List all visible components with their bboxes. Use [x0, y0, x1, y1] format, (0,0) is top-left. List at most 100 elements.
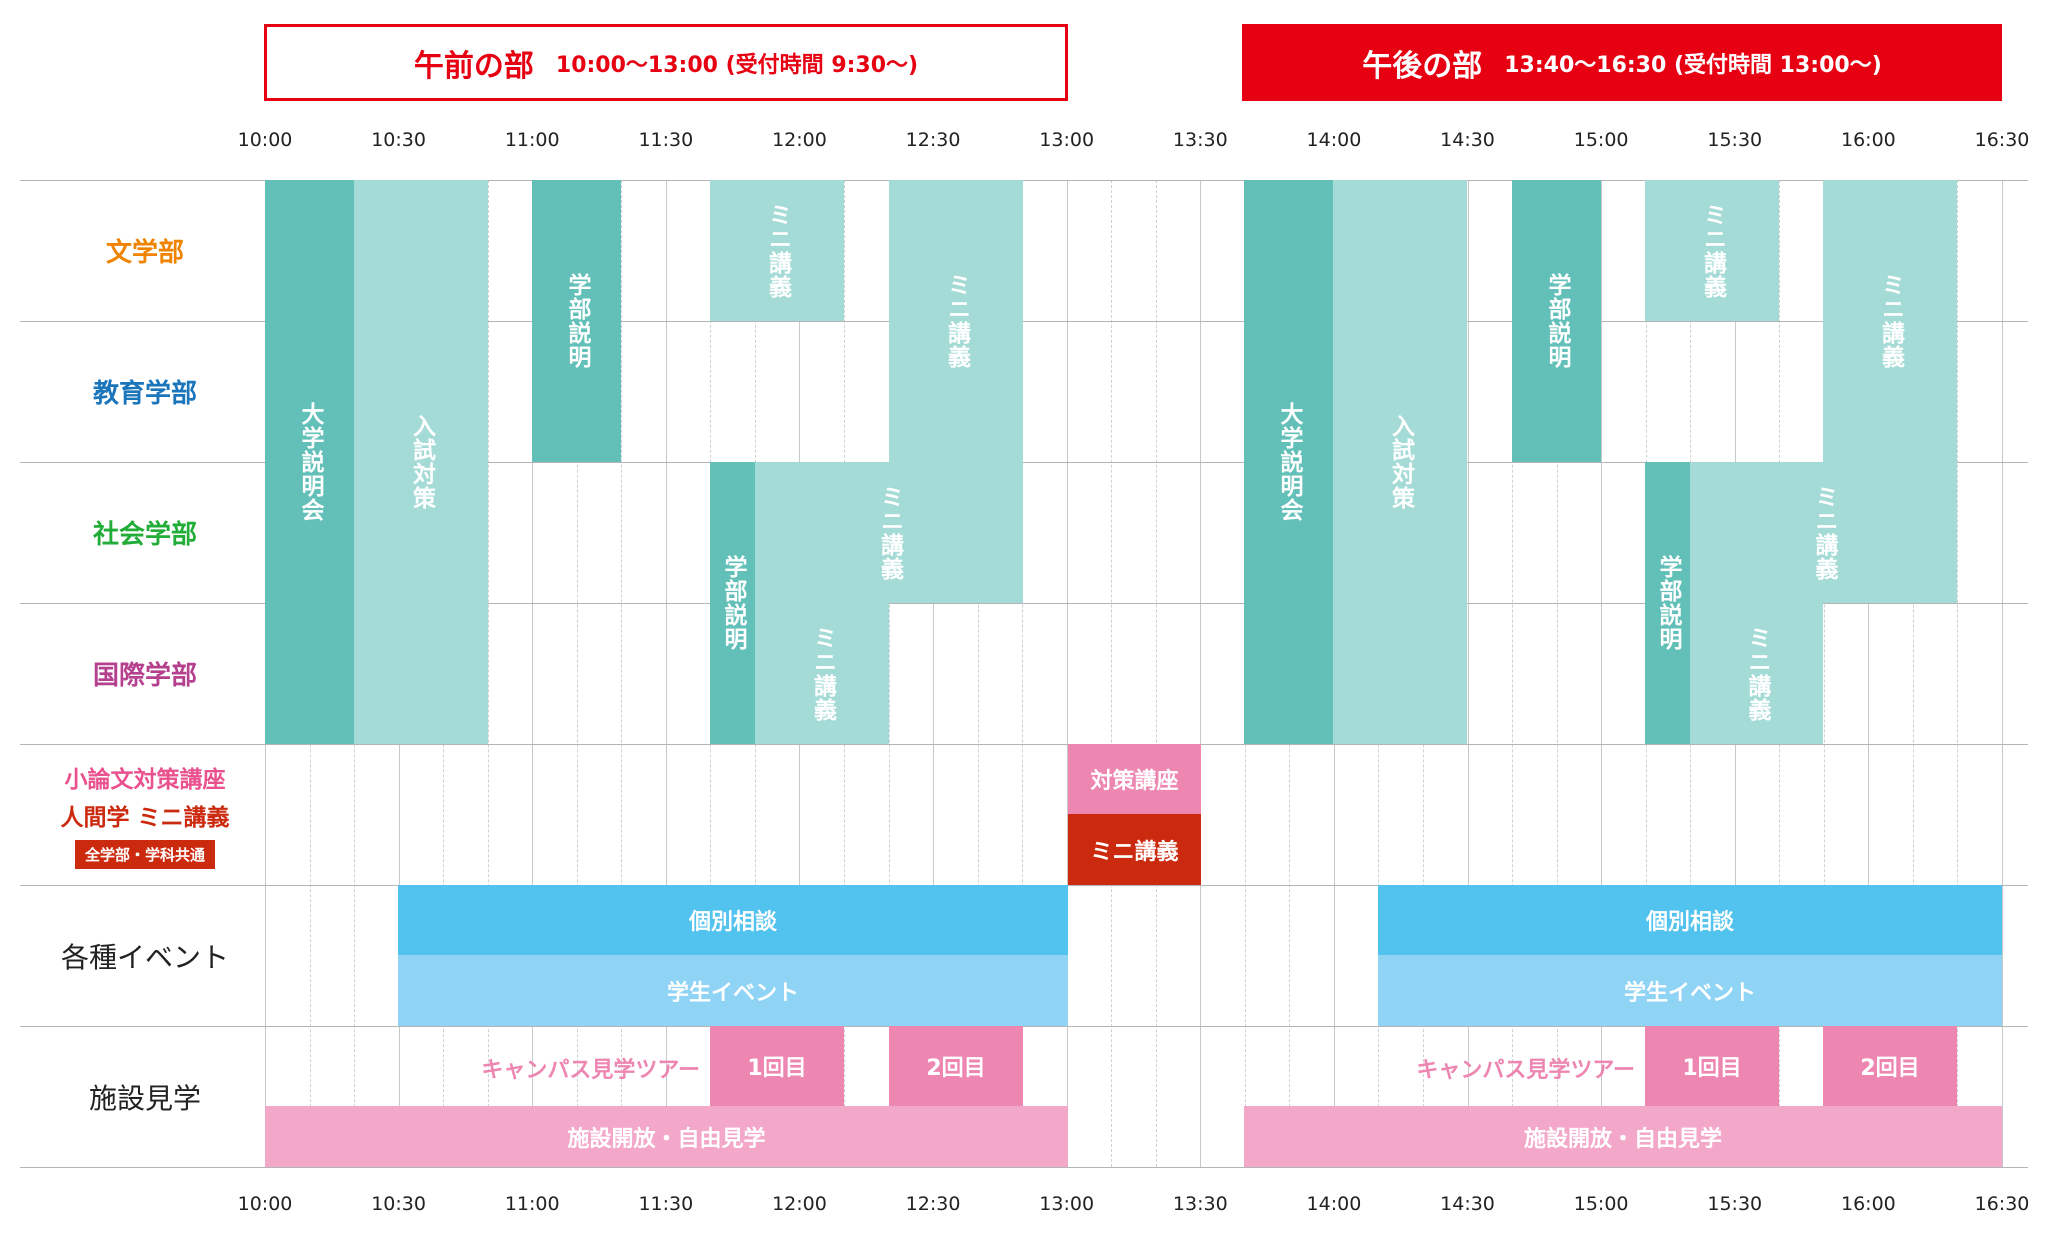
time-tick-label: 15:30: [1707, 129, 1763, 151]
row-label-kyoiku: 教育学部: [20, 321, 270, 462]
block-gakusei-event-am: 学生イベント: [398, 955, 1068, 1026]
time-tick-label: 13:30: [1172, 129, 1228, 151]
block-label: 学部説明: [1655, 555, 1681, 651]
block-mini-kogi-pm-3: ミニ講義: [1690, 462, 1957, 603]
grid-line-major: [1066, 180, 1068, 1167]
row-separator: [20, 744, 2028, 745]
time-tick-label: 11:00: [504, 1193, 560, 1215]
time-tick-label: 13:00: [1039, 129, 1095, 151]
row-label-facility-text: 施設見学: [88, 1081, 201, 1115]
block-gakubu-setsumei-am-2: 学部説明: [710, 462, 755, 744]
row-separator: [20, 1167, 2028, 1168]
time-tick-label: 10:30: [371, 1193, 426, 1215]
morning-session-header: 午前の部 10:00〜13:00 (受付時間 9:30〜): [264, 24, 1068, 101]
time-tick-label: 16:30: [1974, 129, 2030, 151]
block-label: 学部説明: [1544, 273, 1570, 369]
afternoon-session-title: 午後の部: [1362, 48, 1483, 84]
afternoon-session-time: 13:40〜16:30 (受付時間 13:00〜): [1504, 52, 1882, 78]
block-gakubu-setsumei-am-1: 学部説明: [532, 180, 621, 462]
grid-line-minor: [621, 180, 623, 1167]
block-label: ミニ講義: [764, 202, 791, 299]
block-mini-kogi-am-4: ミニ講義: [755, 603, 889, 744]
block-mini-kogi-lunch: ミニ講義: [1068, 814, 1201, 885]
block-label: ミニ講義: [876, 484, 903, 581]
row-label-kokusai-text: 国際学部: [92, 661, 197, 691]
time-tick-label: 14:00: [1306, 1193, 1362, 1215]
time-tick-label: 14:30: [1440, 1193, 1495, 1215]
grid-line-major: [2002, 180, 2003, 1167]
afternoon-session-header: 午後の部 13:40〜16:30 (受付時間 13:00〜): [1242, 24, 2002, 101]
time-tick-label: 16:00: [1840, 129, 1896, 151]
row-separator: [20, 321, 2028, 322]
block-kobetsu-sodan-am: 個別相談: [398, 885, 1068, 955]
block-label: 大学説明会: [297, 402, 323, 522]
time-tick-label: 10:30: [371, 129, 426, 151]
grid-line-minor: [888, 180, 890, 1167]
block-label: ミニ講義: [1811, 484, 1837, 581]
block-label: 学生イベント: [666, 980, 799, 1006]
row-label-shakai-text: 社会学部: [92, 520, 197, 550]
grid-line-minor: [1957, 180, 1959, 1167]
time-tick-label: 12:30: [905, 1193, 961, 1215]
time-tick-label: 15:30: [1707, 1193, 1763, 1215]
block-label: 学部説明: [720, 555, 746, 651]
block-tour-round2-pm: 2回目: [1823, 1026, 1957, 1106]
block-mini-kogi-pm-2: ミニ講義: [1823, 180, 1957, 462]
block-tour-round1-am: 1回目: [710, 1026, 844, 1106]
block-daigaku-setsumei-pm: 大学説明会: [1244, 180, 1333, 744]
time-tick-label: 12:00: [772, 1193, 827, 1215]
row-label-kokusai: 国際学部: [20, 603, 270, 744]
grid-line-minor: [1022, 180, 1024, 1167]
row-separator: [20, 462, 2028, 463]
row-separator: [20, 180, 2028, 181]
block-label: 入試対策: [408, 414, 435, 510]
block-label: 学生イベント: [1623, 980, 1756, 1006]
grid-line-minor: [1823, 180, 1825, 1167]
time-tick-label: 11:30: [638, 129, 694, 151]
row-label-koza: 小論文対策講座 人間学 ミニ講義 全学部・学科共通: [20, 744, 270, 885]
grid-line-major: [1467, 180, 1469, 1167]
block-label: 2回目: [1860, 1056, 1920, 1081]
block-label: 施設開放・自由見学: [567, 1126, 766, 1152]
row-label-kyoiku-text: 教育学部: [92, 379, 197, 409]
time-tick-label: 12:00: [772, 129, 827, 151]
block-gakubu-setsumei-pm-1: 学部説明: [1512, 180, 1601, 462]
block-label: 2回目: [926, 1056, 986, 1081]
row-label-bungaku-text: 文学部: [105, 238, 184, 268]
time-tick-label: 15:00: [1573, 129, 1629, 151]
grid-line-minor: [1912, 180, 1914, 1167]
row-separator: [20, 603, 2028, 604]
row-label-koza-line1: 小論文対策講座: [64, 767, 226, 793]
block-label: 個別相談: [688, 910, 777, 935]
time-tick-label: 13:30: [1172, 1193, 1228, 1215]
block-daigaku-setsumei-am: 大学説明会: [265, 180, 354, 744]
time-tick-label: 10:00: [237, 1193, 293, 1215]
block-kobetsu-sodan-pm: 個別相談: [1378, 885, 2002, 955]
time-tick-label: 11:00: [504, 129, 560, 151]
block-label: 個別相談: [1645, 910, 1734, 935]
grid-line-minor: [487, 180, 489, 1167]
block-label: ミニ講義: [1699, 202, 1726, 299]
block-label: 施設開放・自由見学: [1523, 1126, 1722, 1152]
grid-line-major: [532, 180, 534, 1167]
row-label-facility: 施設見学: [20, 1026, 270, 1167]
time-tick-label: 14:00: [1306, 129, 1362, 151]
block-tour-round1-pm: 1回目: [1645, 1026, 1779, 1106]
block-shisetsu-kaiho-pm: 施設開放・自由見学: [1244, 1106, 2002, 1167]
block-tour-round2-am: 2回目: [889, 1026, 1023, 1106]
grid-line-minor: [977, 180, 979, 1167]
grid-line-major: [665, 180, 667, 1167]
block-label: 1回目: [1682, 1056, 1742, 1081]
row-label-events-text: 各種イベント: [60, 940, 229, 974]
campus-tour-label-am: キャンパス見学ツアー: [481, 1058, 700, 1083]
campus-tour-label-pm: キャンパス見学ツアー: [1416, 1058, 1635, 1083]
block-nyushi-taisaku-am: 入試対策: [354, 180, 488, 744]
row-label-shakai: 社会学部: [20, 462, 270, 603]
morning-session-time: 10:00〜13:00 (受付時間 9:30〜): [555, 52, 919, 78]
morning-session-title: 午前の部: [413, 48, 534, 84]
block-mini-kogi-am-3: ミニ講義: [755, 462, 1023, 603]
block-taisaku-koza: 対策講座: [1068, 744, 1201, 814]
grid-line-major: [933, 180, 935, 1167]
block-label: ミニ講義: [1744, 625, 1770, 722]
